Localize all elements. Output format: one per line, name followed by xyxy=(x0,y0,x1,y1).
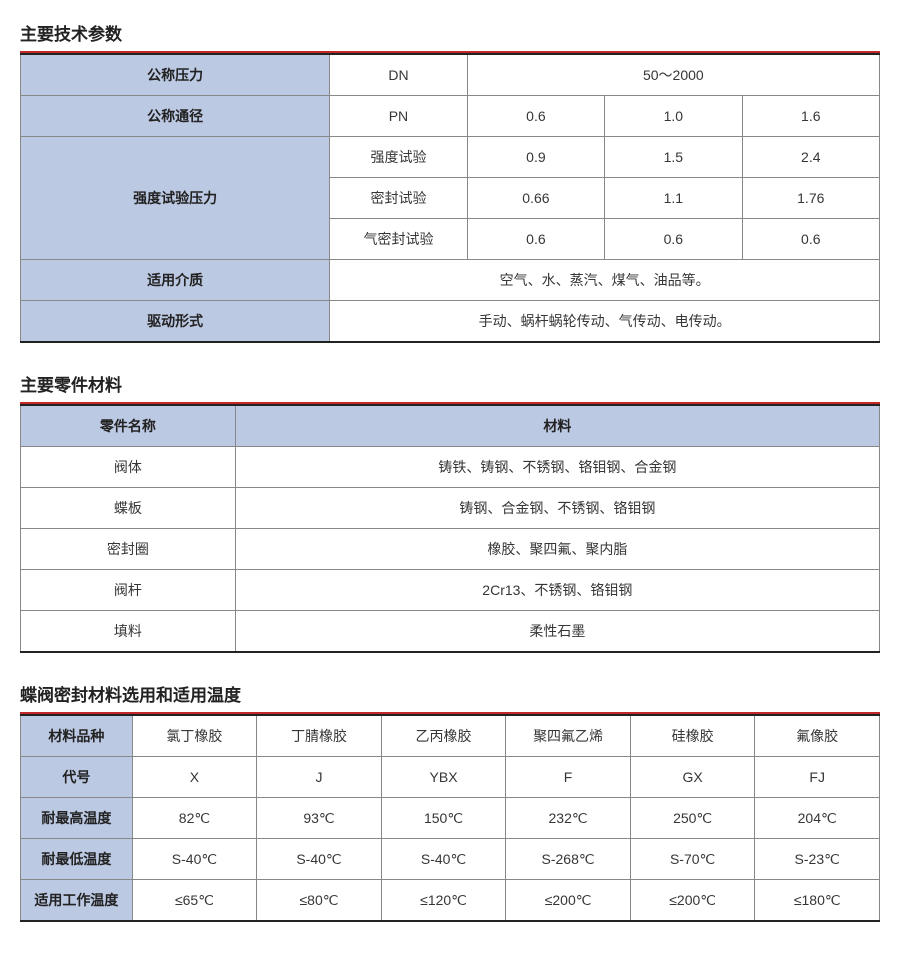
cell: 铸铁、铸钢、不锈钢、铬钼钢、合金钢 xyxy=(235,447,879,488)
table-row: 阀体 铸铁、铸钢、不锈钢、铬钼钢、合金钢 xyxy=(21,447,880,488)
row-work-label: 适用工作温度 xyxy=(21,880,133,922)
cell: S-40℃ xyxy=(381,839,506,880)
cell-strength-label: 强度试验压力 xyxy=(21,137,330,260)
cell: F xyxy=(506,757,631,798)
cell: 0.6 xyxy=(742,219,879,260)
section-title-2: 主要零件材料 xyxy=(20,371,880,404)
table-seal-material: 材料品种 氯丁橡胶 丁腈橡胶 乙丙橡胶 聚四氟乙烯 硅橡胶 氟像胶 代号 X J… xyxy=(20,714,880,922)
cell-drive-label: 驱动形式 xyxy=(21,301,330,343)
row-min-label: 耐最低温度 xyxy=(21,839,133,880)
cell: J xyxy=(257,757,382,798)
cell: 250℃ xyxy=(630,798,755,839)
table-tech-params: 公称压力 DN 50～2000 公称通径 PN 0.6 1.0 1.6 强度试验… xyxy=(20,53,880,343)
table-header-row: 零件名称 材料 xyxy=(21,405,880,447)
table-row: 蝶板 铸钢、合金钢、不锈钢、铬钼钢 xyxy=(21,488,880,529)
cell: 0.6 xyxy=(467,219,604,260)
table-row: 填料 柔性石墨 xyxy=(21,611,880,653)
cell: ≤80℃ xyxy=(257,880,382,922)
cell-nomd-label: 公称通径 xyxy=(21,96,330,137)
cell: 填料 xyxy=(21,611,236,653)
cell-dn-range: 50～2000 xyxy=(467,54,879,96)
cell: X xyxy=(132,757,257,798)
table-parts-material: 零件名称 材料 阀体 铸铁、铸钢、不锈钢、铬钼钢、合金钢 蝶板 铸钢、合金钢、不… xyxy=(20,404,880,653)
table-row: 密封圈 橡胶、聚四氟、聚内脂 xyxy=(21,529,880,570)
cell: 乙丙橡胶 xyxy=(381,715,506,757)
cell: ≤65℃ xyxy=(132,880,257,922)
cell: GX xyxy=(630,757,755,798)
cell: 橡胶、聚四氟、聚内脂 xyxy=(235,529,879,570)
cell: 204℃ xyxy=(755,798,880,839)
cell-medium-label: 适用介质 xyxy=(21,260,330,301)
cell: S-23℃ xyxy=(755,839,880,880)
table-header-row: 材料品种 氯丁橡胶 丁腈橡胶 乙丙橡胶 聚四氟乙烯 硅橡胶 氟像胶 xyxy=(21,715,880,757)
cell: ≤180℃ xyxy=(755,880,880,922)
cell: ≤200℃ xyxy=(630,880,755,922)
header-material-type: 材料品种 xyxy=(21,715,133,757)
header-material: 材料 xyxy=(235,405,879,447)
cell: 232℃ xyxy=(506,798,631,839)
cell-drive-value: 手动、蜗杆蜗轮传动、气传动、电传动。 xyxy=(330,301,880,343)
cell: 柔性石墨 xyxy=(235,611,879,653)
section-parts-material: 主要零件材料 零件名称 材料 阀体 铸铁、铸钢、不锈钢、铬钼钢、合金钢 蝶板 铸… xyxy=(20,371,880,653)
cell: S-70℃ xyxy=(630,839,755,880)
cell: 阀杆 xyxy=(21,570,236,611)
cell: FJ xyxy=(755,757,880,798)
cell: 密封试验 xyxy=(330,178,467,219)
cell: ≤200℃ xyxy=(506,880,631,922)
cell: 氯丁橡胶 xyxy=(132,715,257,757)
cell: 1.5 xyxy=(605,137,742,178)
table-row: 适用工作温度 ≤65℃ ≤80℃ ≤120℃ ≤200℃ ≤200℃ ≤180℃ xyxy=(21,880,880,922)
cell: 气密封试验 xyxy=(330,219,467,260)
table-row: 公称压力 DN 50～2000 xyxy=(21,54,880,96)
cell: 2.4 xyxy=(742,137,879,178)
row-code-label: 代号 xyxy=(21,757,133,798)
section-tech-params: 主要技术参数 公称压力 DN 50～2000 公称通径 PN 0.6 1.0 1… xyxy=(20,20,880,343)
cell: 0.66 xyxy=(467,178,604,219)
cell: 丁腈橡胶 xyxy=(257,715,382,757)
cell-pn: PN xyxy=(330,96,467,137)
table-row: 耐最高温度 82℃ 93℃ 150℃ 232℃ 250℃ 204℃ xyxy=(21,798,880,839)
cell: 密封圈 xyxy=(21,529,236,570)
cell: 0.9 xyxy=(467,137,604,178)
cell: 1.6 xyxy=(742,96,879,137)
cell: 82℃ xyxy=(132,798,257,839)
cell-medium-value: 空气、水、蒸汽、煤气、油品等。 xyxy=(330,260,880,301)
section-title-3: 蝶阀密封材料选用和适用温度 xyxy=(20,681,880,714)
table-row: 驱动形式 手动、蜗杆蜗轮传动、气传动、电传动。 xyxy=(21,301,880,343)
cell: YBX xyxy=(381,757,506,798)
section-title-1: 主要技术参数 xyxy=(20,20,880,53)
cell: S-40℃ xyxy=(132,839,257,880)
cell: 93℃ xyxy=(257,798,382,839)
table-row: 耐最低温度 S-40℃ S-40℃ S-40℃ S-268℃ S-70℃ S-2… xyxy=(21,839,880,880)
table-row: 阀杆 2Cr13、不锈钢、铬钼钢 xyxy=(21,570,880,611)
cell-dn: DN xyxy=(330,54,467,96)
section-seal-material: 蝶阀密封材料选用和适用温度 材料品种 氯丁橡胶 丁腈橡胶 乙丙橡胶 聚四氟乙烯 … xyxy=(20,681,880,922)
cell-nomp-label: 公称压力 xyxy=(21,54,330,96)
cell: 铸钢、合金钢、不锈钢、铬钼钢 xyxy=(235,488,879,529)
cell: S-40℃ xyxy=(257,839,382,880)
cell: ≤120℃ xyxy=(381,880,506,922)
cell: 1.1 xyxy=(605,178,742,219)
row-max-label: 耐最高温度 xyxy=(21,798,133,839)
cell: 1.76 xyxy=(742,178,879,219)
table-row: 强度试验压力 强度试验 0.9 1.5 2.4 xyxy=(21,137,880,178)
table-row: 适用介质 空气、水、蒸汽、煤气、油品等。 xyxy=(21,260,880,301)
cell: S-268℃ xyxy=(506,839,631,880)
table-row: 公称通径 PN 0.6 1.0 1.6 xyxy=(21,96,880,137)
table-row: 代号 X J YBX F GX FJ xyxy=(21,757,880,798)
cell: 2Cr13、不锈钢、铬钼钢 xyxy=(235,570,879,611)
cell: 硅橡胶 xyxy=(630,715,755,757)
cell: 蝶板 xyxy=(21,488,236,529)
cell: 0.6 xyxy=(605,219,742,260)
cell: 0.6 xyxy=(467,96,604,137)
cell: 强度试验 xyxy=(330,137,467,178)
cell: 聚四氟乙烯 xyxy=(506,715,631,757)
cell: 阀体 xyxy=(21,447,236,488)
cell: 1.0 xyxy=(605,96,742,137)
cell: 氟像胶 xyxy=(755,715,880,757)
cell: 150℃ xyxy=(381,798,506,839)
header-part-name: 零件名称 xyxy=(21,405,236,447)
